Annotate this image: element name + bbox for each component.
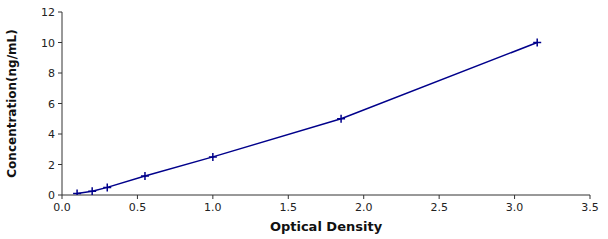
x-tick-label: 3.0 <box>506 201 524 214</box>
y-tick-label: 6 <box>48 98 55 111</box>
y-tick <box>58 42 62 43</box>
x-tick <box>288 195 289 199</box>
x-tick <box>590 195 591 199</box>
y-tick <box>58 103 62 104</box>
x-axis-line <box>62 195 590 196</box>
data-point <box>209 153 217 161</box>
data-point <box>73 189 81 195</box>
data-point <box>103 183 111 191</box>
y-tick-label: 8 <box>48 67 55 80</box>
x-tick <box>212 195 213 199</box>
x-tick-label: 0.0 <box>53 201 71 214</box>
data-point <box>337 115 345 123</box>
chart-svg: 0.0 0.5 1.0 1.5 2.0 2.5 3.0 3.5 0 2 4 6 8 10 12 Optical… <box>0 0 608 239</box>
y-axis-label: Concentration(ng/mL) <box>5 29 19 177</box>
y-tick <box>58 195 62 196</box>
x-tick-label: 2.5 <box>430 201 448 214</box>
y-tick <box>58 12 62 13</box>
data-point <box>141 172 149 180</box>
plot-area <box>73 39 541 196</box>
y-tick-label: 2 <box>48 159 55 172</box>
y-tick-label: 4 <box>48 128 55 141</box>
y-tick-label: 0 <box>48 189 55 202</box>
y-tick-label: 10 <box>41 37 55 50</box>
x-tick-label: 0.5 <box>129 201 147 214</box>
chart-container: 0.0 0.5 1.0 1.5 2.0 2.5 3.0 3.5 0 2 4 6 8 10 12 Optical… <box>0 0 608 239</box>
y-tick <box>58 134 62 135</box>
x-tick <box>363 195 364 199</box>
data-point <box>533 39 541 47</box>
y-tick <box>58 73 62 74</box>
x-tick <box>514 195 515 199</box>
x-axis-label: Optical Density <box>270 219 383 234</box>
x-tick-label: 1.0 <box>204 201 222 214</box>
x-tick-label: 3.5 <box>581 201 599 214</box>
x-tick <box>62 195 63 199</box>
x-tick-label: 1.5 <box>280 201 298 214</box>
y-tick-label: 12 <box>41 6 55 19</box>
x-tick <box>439 195 440 199</box>
y-tick <box>58 164 62 165</box>
data-point <box>88 187 96 195</box>
data-line <box>77 43 537 194</box>
x-tick <box>137 195 138 199</box>
x-tick-label: 2.0 <box>355 201 373 214</box>
